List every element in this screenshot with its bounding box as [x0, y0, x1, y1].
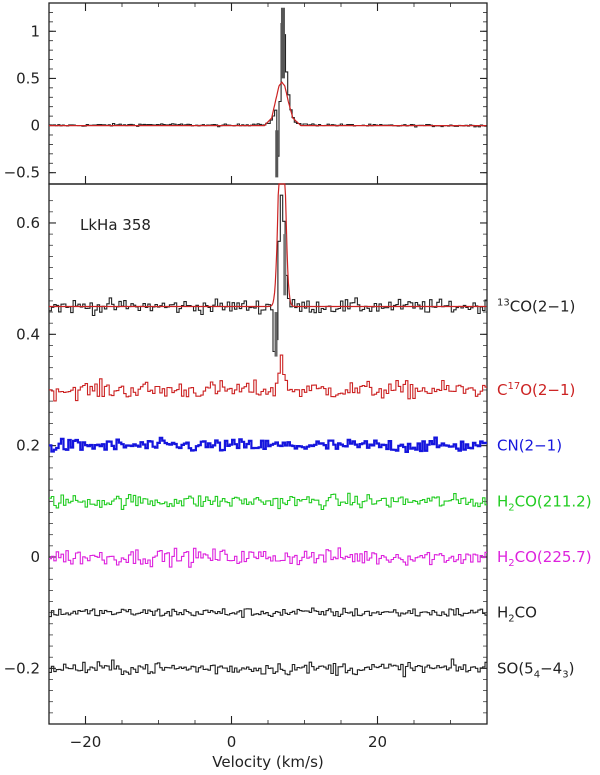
x-tick-label: −20 [70, 733, 102, 751]
series-label-0: 13CO(2−1) [497, 297, 575, 315]
series-label-3: H2CO(211.2) [497, 492, 592, 513]
top-y-tick-label: 1 [30, 22, 40, 40]
source-annotation: LkHa 358 [80, 216, 151, 234]
top-panel-frame [48, 2, 488, 185]
spectrum-line-4 [49, 547, 487, 568]
bottom-y-tick-label: 0 [30, 548, 40, 566]
x-tick-label: 20 [368, 733, 387, 751]
bottom-y-tick-label: −0.2 [4, 659, 40, 677]
x-tick-label: 0 [227, 733, 237, 751]
top-panel: −0.5 0 0.5 1 [4, 2, 488, 185]
spectrum-line-1 [49, 354, 487, 402]
bottom-y-tick-label: 0.6 [16, 214, 40, 232]
series-labels: 13CO(2−1) C17O(2−1) CN(2−1) H2CO(211.2) H2CO… [497, 297, 592, 680]
top-panel-series [49, 7, 487, 178]
top-y-tick-label: −0.5 [4, 164, 40, 182]
top-y-tick-label: 0 [30, 117, 40, 135]
spectrum-line-5 [49, 607, 487, 618]
bottom-panel-frame [48, 183, 488, 725]
bottom-panel-series [49, 183, 487, 678]
series-label-5: H2CO [497, 604, 537, 625]
bottom-fit-curve [49, 183, 487, 308]
series-label-1: C17O(2−1) [497, 381, 575, 399]
spectrum-line-2 [49, 436, 487, 453]
bottom-y-tick-label: 0.4 [16, 325, 40, 343]
series-label-6: SO(54−43) [497, 659, 574, 680]
spectrum-line-3 [49, 492, 487, 511]
bottom-y-tick-label: 0.2 [16, 437, 40, 455]
bottom-panel: −0.2 0 0.2 0.4 0.6 −20 0 20 13CO(2−1) C17O(2−1) C… [4, 3, 592, 771]
top-spectrum-histogram [49, 23, 487, 157]
top-panel-ticks: −0.5 0 0.5 1 [4, 12, 487, 182]
top-y-tick-label: 0.5 [16, 69, 40, 87]
series-label-4: H2CO(225.7) [497, 548, 592, 569]
x-axis-title: Velocity (km/s) [212, 753, 323, 771]
series-label-2: CN(2−1) [497, 437, 562, 455]
bottom-panel-ticks: −0.2 0 0.2 0.4 0.6 −20 0 20 [4, 3, 488, 751]
top-fit-curve [49, 81, 487, 127]
spectrum-line-6 [49, 658, 487, 678]
